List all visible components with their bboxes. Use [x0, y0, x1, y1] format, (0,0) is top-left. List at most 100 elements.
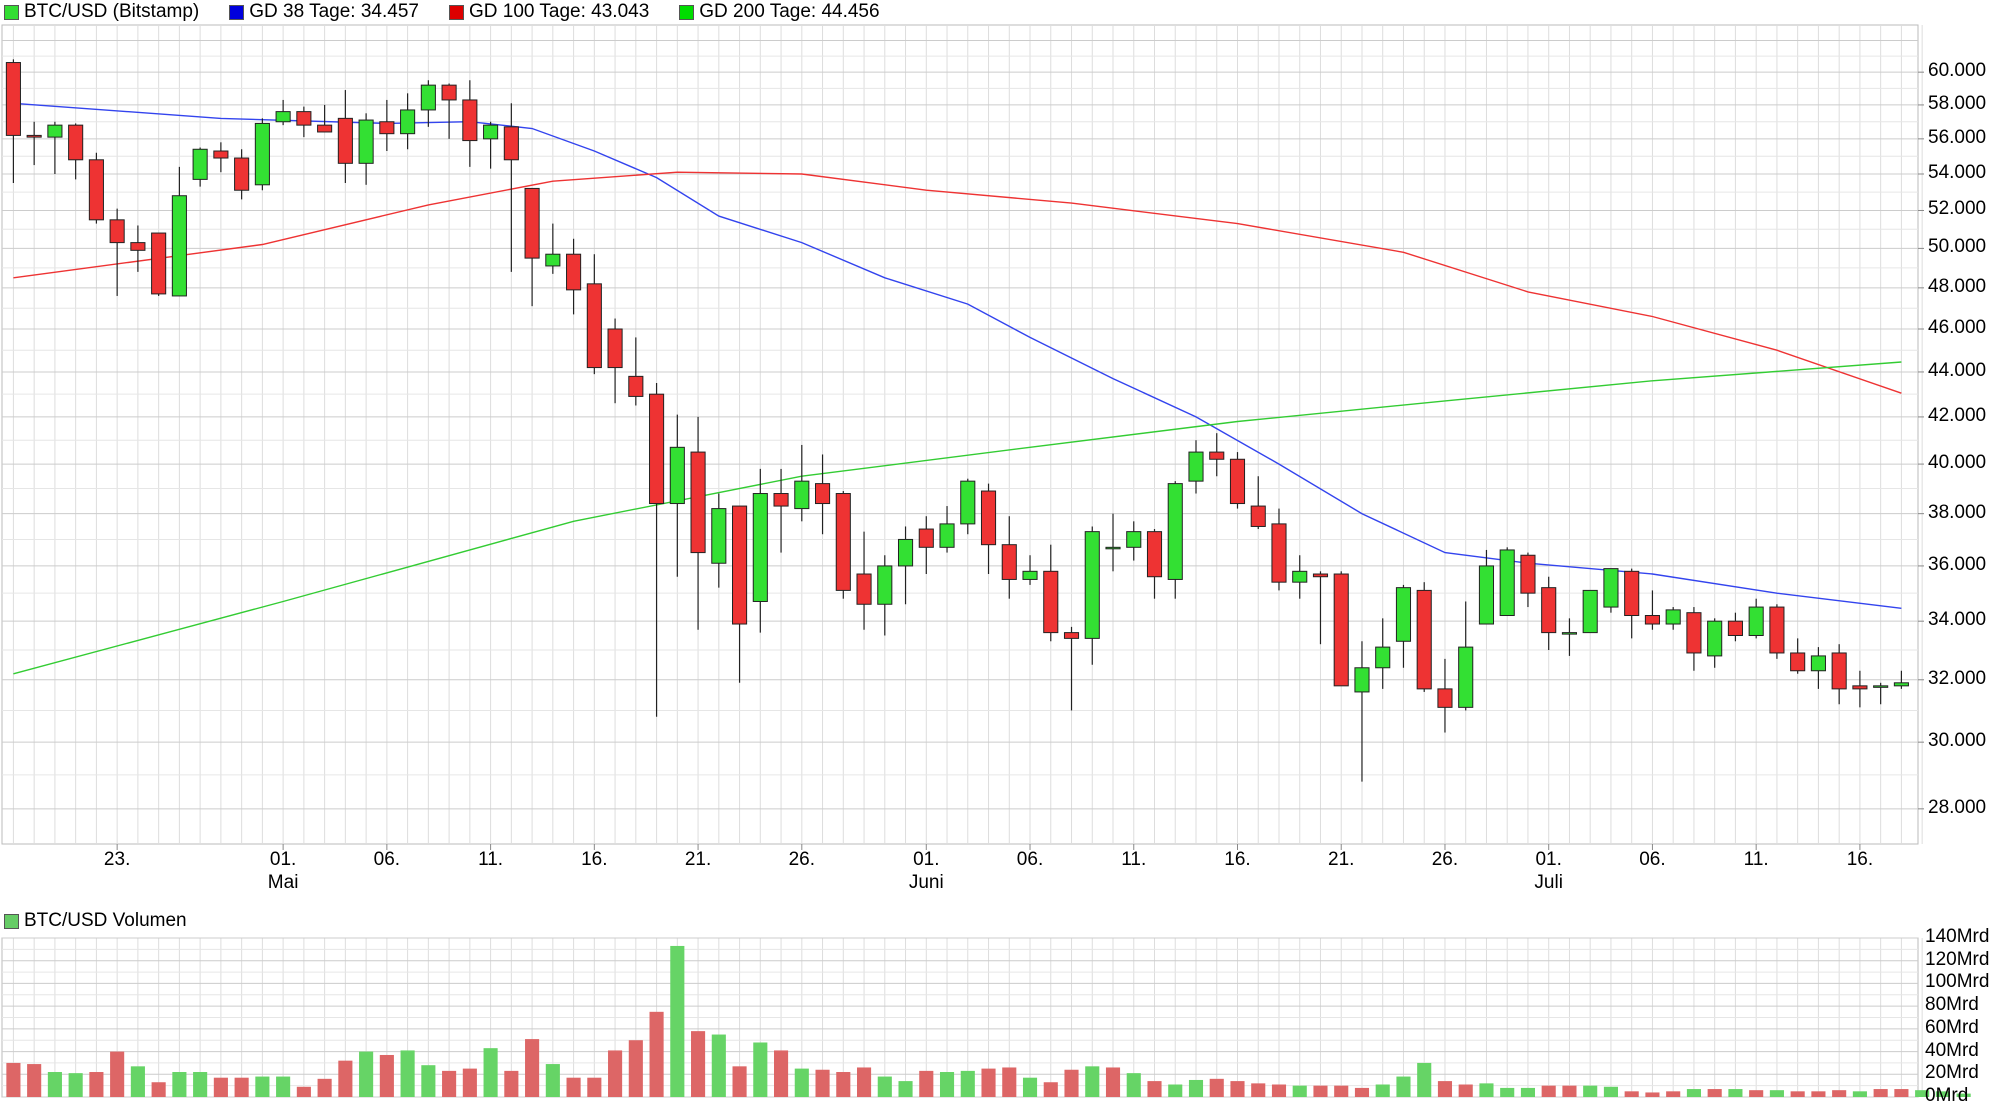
candle-body [918, 528, 934, 548]
volume-bar [939, 1072, 955, 1097]
candle [980, 483, 997, 575]
candle-body [1852, 685, 1868, 690]
volume-bar [296, 1086, 311, 1097]
candle [1852, 670, 1868, 708]
candle-body [68, 124, 84, 161]
candle-body [1458, 646, 1474, 708]
candle-body [1167, 483, 1183, 580]
volume-bar [1562, 1085, 1577, 1097]
candle [690, 416, 706, 630]
candle-body [1250, 505, 1266, 527]
candle [1292, 555, 1308, 599]
volume-bar [815, 1069, 830, 1097]
candle [151, 232, 167, 296]
x-month-label: Juli [1534, 872, 1563, 893]
volume-bar [628, 1040, 643, 1097]
volume-bar [898, 1081, 913, 1097]
legend-swatch [448, 4, 464, 20]
candle [462, 80, 478, 167]
volume-bar [1728, 1089, 1743, 1097]
candle-body [835, 493, 851, 591]
candle [88, 152, 104, 224]
candle [1437, 658, 1453, 733]
volume-bar [919, 1070, 934, 1097]
candle [1686, 607, 1702, 671]
volume-bar [1520, 1087, 1536, 1097]
candle-body [669, 446, 685, 505]
candle-body [1001, 544, 1017, 580]
volume-y-tick-label: 40Mrd [1925, 1039, 1979, 1061]
legend-label: BTC/USD Volumen [24, 910, 187, 931]
candle-body [1624, 570, 1640, 617]
candle [1727, 612, 1743, 642]
candle [732, 505, 748, 683]
ma200-line [13, 361, 1902, 675]
legend-item: GD 200 Tage: 44.456 [679, 1, 880, 23]
candle [1893, 670, 1909, 689]
price-y-tick-label: 50.000 [1928, 236, 1987, 258]
volume-bars [6, 945, 1971, 1097]
volume-bar [691, 1031, 706, 1097]
x-tick-label: 21. [1328, 849, 1355, 870]
candle [1561, 618, 1578, 656]
candle-body [1790, 652, 1806, 672]
candle [1810, 647, 1826, 689]
candle-body [1478, 565, 1495, 625]
candle [649, 383, 665, 717]
candle-body [379, 121, 395, 135]
candle-body [1271, 523, 1287, 583]
candle [669, 414, 685, 577]
price-y-tick-label: 56.000 [1928, 126, 1987, 148]
candle [296, 106, 312, 138]
candle [1105, 513, 1121, 572]
candle-body [1810, 655, 1826, 672]
candle [628, 337, 644, 406]
volume-bar [462, 1068, 477, 1097]
candle [1769, 604, 1785, 659]
volume-bar [1624, 1091, 1639, 1097]
candle [275, 99, 291, 126]
candle-body [856, 573, 872, 605]
volume-bar [1085, 1066, 1100, 1097]
legend-swatch [679, 4, 695, 20]
volume-bar [234, 1077, 249, 1097]
legend-item: BTC/USD Volumen [4, 910, 187, 932]
candle-body [794, 480, 810, 510]
volume-bar [732, 1066, 747, 1097]
candle-body [1665, 609, 1681, 625]
candle-body [1333, 573, 1349, 687]
candle-body [5, 62, 21, 136]
candle-body [400, 109, 416, 135]
candle [1375, 618, 1391, 689]
volume-bar [172, 1072, 187, 1097]
x-tick-label: 11. [1743, 849, 1769, 870]
candle-body [1146, 531, 1163, 578]
volume-bar [1707, 1089, 1722, 1097]
candle-body [628, 375, 644, 397]
candle-body [1292, 570, 1308, 583]
volume-bar [1541, 1085, 1556, 1097]
price-y-tick-label: 38.000 [1928, 501, 1987, 523]
legend-swatch [4, 913, 19, 929]
candle [711, 493, 727, 588]
volume-bar [1749, 1090, 1764, 1097]
candle [1478, 549, 1495, 625]
price-y-tick-label: 44.000 [1928, 359, 1987, 381]
candle-body [213, 150, 229, 159]
candle-body [462, 99, 478, 142]
volume-bar [836, 1072, 851, 1097]
candle-body [586, 283, 602, 369]
candle [47, 121, 63, 175]
candle-body [1416, 589, 1432, 690]
candle [1644, 590, 1660, 630]
volume-y-tick-label: 120Mrd [1925, 948, 1990, 970]
volume-bar [1064, 1069, 1079, 1097]
price-y-tick-label: 42.000 [1928, 404, 1987, 426]
legend-item: GD 38 Tage: 34.457 [229, 1, 419, 23]
price-y-tick-label: 52.000 [1928, 198, 1987, 220]
volume-bar [504, 1070, 519, 1097]
volume-legend: BTC/USD Volumen [4, 910, 217, 932]
candle [524, 187, 540, 307]
price-y-tick-label: 36.000 [1928, 553, 1987, 575]
volume-y-tick-label: 140Mrd [1925, 926, 1990, 947]
